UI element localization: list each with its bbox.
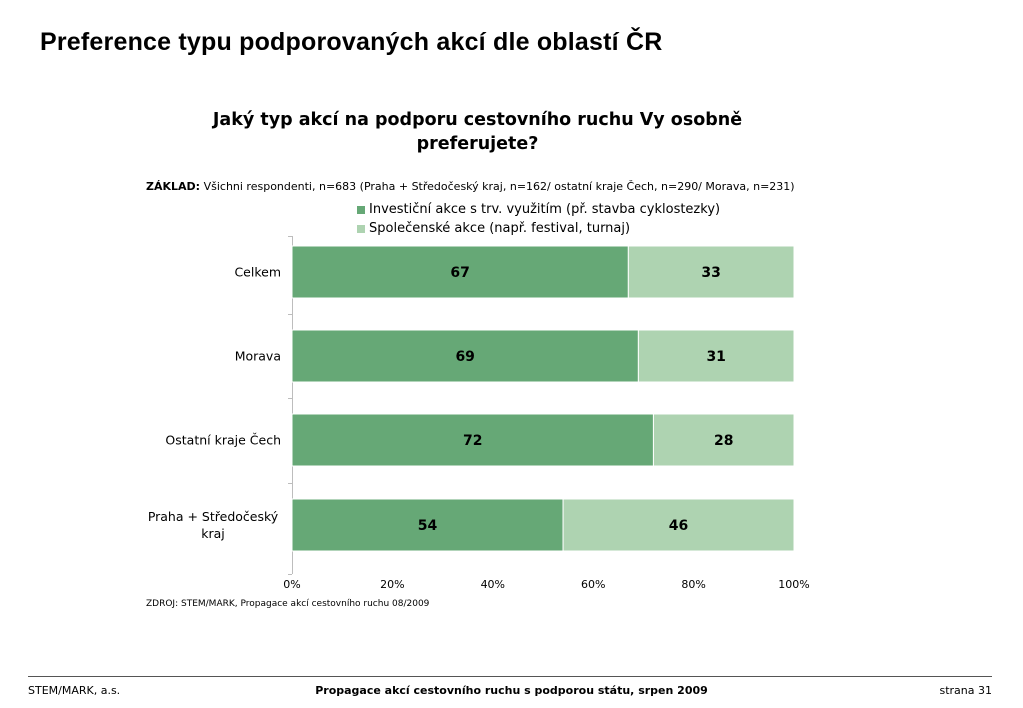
bar-value-label-social-3: 46 [669,518,688,534]
bar-social-3 [562,498,795,552]
x-tick-label-5: 100% [778,578,809,591]
page-title: Preference typu podporovaných akcí dle o… [40,28,663,56]
bar-social-1 [637,329,795,383]
legend-item-social: Společenské akce (např. festival, turnaj… [357,219,720,238]
category-label-line-3-0: Praha + Středočeský [148,509,279,524]
legend-label-investment: Investiční akce s trv. využitím (př. sta… [369,202,721,217]
legend-item-investment: Investiční akce s trv. využitím (př. sta… [357,200,720,219]
legend-swatch-investment [357,205,365,214]
source-note: ZDROJ: STEM/MARK, Propagace akcí cestovn… [146,599,430,609]
bar-value-label-investment-2: 72 [463,433,482,449]
x-tick-label-2: 40% [481,578,505,591]
bar-investment-0 [291,245,629,299]
footer-report-title: Propagace akcí cestovního ruchu s podpor… [315,684,708,697]
bar-value-label-investment-0: 67 [450,265,469,281]
x-tick-label-3: 60% [581,578,605,591]
bar-investment-1 [291,329,639,383]
x-tick-label-0: 0% [283,578,300,591]
bar-value-label-investment-1: 69 [455,349,474,365]
category-label-3: Praha + Středočeský kraj [148,509,279,541]
bar-value-label-social-0: 33 [701,265,720,281]
category-label-line-0-0: Celkem [234,265,281,280]
bar-investment-3 [291,498,564,552]
bar-value-label-social-2: 28 [714,433,733,449]
footer-page-number: strana 31 [939,684,992,697]
legend-swatch-social [357,224,365,233]
basis-text: Všichni respondenti, n=683 (Praha + Stře… [203,180,795,193]
stacked-bar-chart: 67 33 Celkem 69 31 Morava 72 28 Ostatní kraje Če… [148,236,810,591]
basis-label: ZÁKLAD: [146,180,201,193]
bar-investment-2 [291,413,654,467]
footer-company: STEM/MARK, a.s. [28,684,121,697]
chart-question: Jaký typ akcí na podporu cestovního ruch… [212,110,743,154]
chart-legend: Investiční akce s trv. využitím (př. sta… [357,200,720,238]
footer-divider [28,676,992,677]
category-label-line-3-1: kraj [201,526,225,541]
bar-value-label-investment-3: 54 [418,518,438,534]
bar-social-2 [652,413,795,467]
category-label-0: Celkem [234,265,281,280]
bar-value-label-social-1: 31 [706,349,725,365]
category-label-line-2-0: Ostatní kraje Čech [165,433,281,448]
x-tick-label-1: 20% [380,578,404,591]
category-label-2: Ostatní kraje Čech [165,433,281,448]
legend-label-social: Společenské akce (např. festival, turnaj… [369,221,631,236]
basis-note: ZÁKLAD: Všichni respondenti, n=683 (Prah… [146,180,795,193]
bar-social-0 [627,245,795,299]
x-tick-label-4: 80% [681,578,705,591]
category-label-line-1-0: Morava [235,349,281,364]
category-label-1: Morava [235,349,281,364]
